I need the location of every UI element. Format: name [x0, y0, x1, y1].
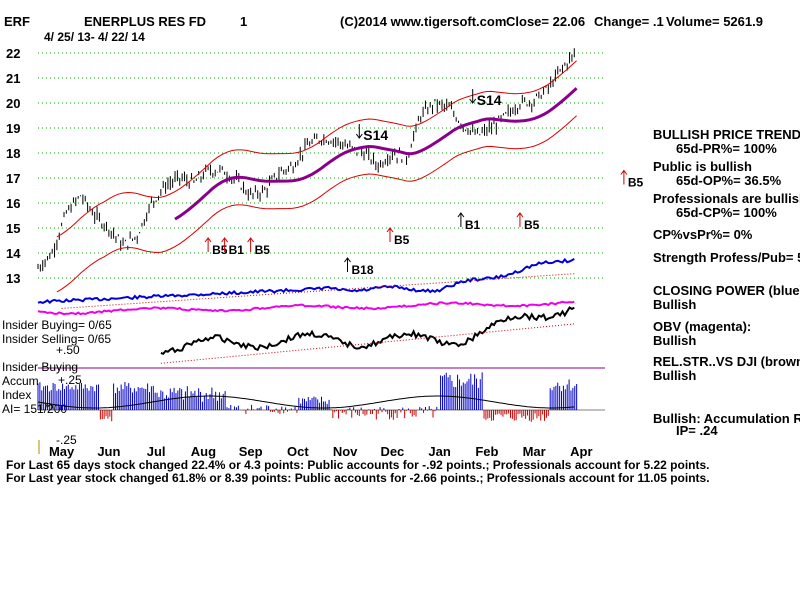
closing-power-title: CLOSING POWER (blue): — [653, 283, 800, 298]
x-tick-label: Apr — [570, 444, 592, 459]
relstr-state: Bullish — [653, 368, 697, 383]
signal-label: B1 — [229, 243, 245, 257]
signal-label: B5 — [524, 218, 540, 232]
cp65-value: 65d-CP%= 100% — [676, 205, 777, 220]
obv-title: OBV (magenta): — [653, 319, 752, 334]
y-tick-label: 20 — [6, 96, 20, 111]
ip-value: IP= .24 — [676, 423, 718, 438]
y-tick-label: 18 — [6, 146, 20, 161]
signal-arrowhead — [386, 227, 394, 233]
footer-65-day: For Last 65 days stock changed 22.4% or … — [6, 458, 710, 472]
ai-value: AI= 151/200 — [2, 402, 68, 416]
x-tick-label: Dec — [380, 444, 404, 459]
chart-number: 1 — [240, 14, 248, 29]
insider-selling-count: Insider Selling= 0/65 — [2, 332, 112, 346]
x-tick-label: Jul — [147, 444, 166, 459]
signal-label: S14 — [363, 127, 388, 143]
y-tick-label: 17 — [6, 171, 20, 186]
moving-average — [174, 87, 578, 221]
plus-50-label: +.50 — [56, 343, 80, 357]
signal-arrowhead — [516, 212, 524, 218]
signal-arrowhead — [221, 237, 229, 243]
public-title: Public is bullish — [653, 159, 752, 174]
insider-buying-label: Insider Buying — [2, 360, 79, 374]
professionals-title: Professionals are bullish — [653, 191, 800, 206]
signal-label: B5 — [255, 243, 271, 257]
x-tick-label: Sep — [239, 444, 263, 459]
pr65-value: 65d-PR%= 100% — [676, 141, 777, 156]
y-tick-label: 19 — [6, 121, 20, 136]
insider-buying-count: Insider Buying= 0/65 — [2, 318, 112, 332]
y-tick-label: 15 — [6, 221, 20, 236]
cp-vs-pr: CP%vsPr%= 0% — [653, 227, 753, 242]
price-bars — [37, 48, 575, 272]
copyright: (C)2014 www.tigersoft.com — [340, 14, 507, 29]
y-tick-label: 16 — [6, 196, 20, 211]
footer-year: For Last year stock changed 61.8% or 8.3… — [6, 471, 710, 485]
strength-ratio: Strength Profess/Pub= 5.7 — [653, 250, 800, 265]
x-tick-label: Aug — [191, 444, 216, 459]
plus-25-label: +.25 — [58, 373, 82, 387]
closing-power-state: Bullish — [653, 297, 697, 312]
x-tick-label: Nov — [333, 444, 358, 459]
op65-value: 65d-OP%= 36.5% — [676, 173, 782, 188]
obv-state: Bullish — [653, 333, 697, 348]
relstr-title: REL.STR..VS DJI (brown) — [653, 354, 800, 369]
x-tick-label: Mar — [523, 444, 546, 459]
lower-band — [56, 115, 577, 293]
signal-arrowhead — [469, 98, 477, 104]
signal-arrowhead — [620, 169, 628, 175]
trend-title: BULLISH PRICE TREND — [653, 127, 800, 142]
company-name: ENERPLUS RES FD — [84, 14, 207, 29]
x-tick-label: Oct — [287, 444, 309, 459]
closing-power-ma — [61, 273, 575, 309]
signal-label: B18 — [351, 263, 373, 277]
change-value: Change= .1 — [594, 14, 664, 29]
minus-25-label: -.25 — [56, 433, 77, 447]
x-tick-label: Feb — [475, 444, 498, 459]
ticker-symbol: ERF — [4, 14, 30, 29]
close-value: Close= 22.06 — [506, 14, 586, 29]
upper-band — [56, 60, 577, 238]
signal-label: B1 — [465, 218, 481, 232]
signal-arrowhead — [457, 212, 465, 218]
relative-strength-ma — [160, 323, 575, 364]
accumulation-state: Bullish: Accumulation Rising — [653, 411, 800, 426]
y-tick-label: 14 — [6, 246, 21, 261]
y-tick-label: 22 — [6, 46, 20, 61]
signal-label: S14 — [477, 92, 502, 108]
accumulation-ma — [37, 395, 575, 409]
date-range: 4/ 25/ 13- 4/ 22/ 14 — [44, 30, 145, 44]
signal-label: B5 — [628, 176, 644, 190]
closing-power-line — [37, 257, 575, 304]
volume-value: Volume= 5261.9 — [666, 14, 763, 29]
signal-arrowhead — [204, 237, 212, 243]
index-label: Index — [2, 388, 32, 402]
y-tick-label: 21 — [6, 71, 20, 86]
y-tick-label: 13 — [6, 271, 20, 286]
signal-label: B5 — [394, 233, 410, 247]
x-tick-label: May — [49, 444, 75, 459]
signal-arrowhead — [344, 257, 351, 263]
x-tick-label: Jun — [97, 444, 120, 459]
accumulation-histogram — [37, 372, 578, 422]
accum-label: Accum — [2, 374, 39, 388]
signal-label: B5 — [212, 243, 228, 257]
signal-arrowhead — [247, 237, 255, 243]
relative-strength-line — [160, 306, 575, 355]
signal-arrowhead — [355, 133, 363, 139]
obv-line — [37, 300, 575, 316]
x-tick-label: Jan — [428, 444, 450, 459]
